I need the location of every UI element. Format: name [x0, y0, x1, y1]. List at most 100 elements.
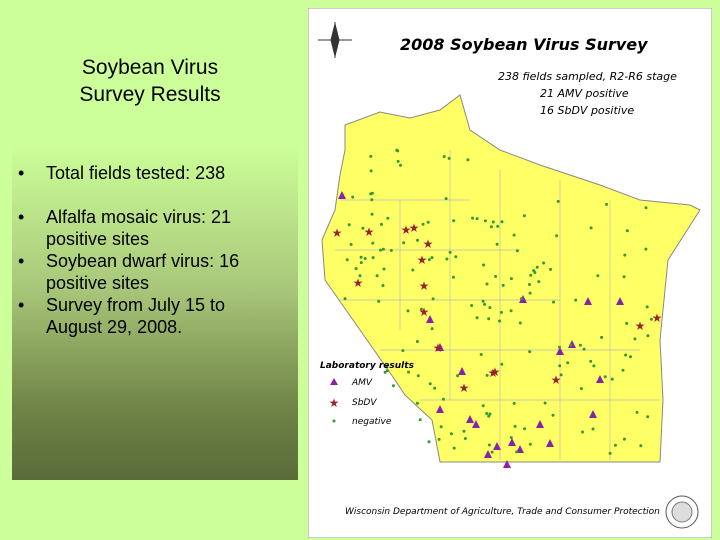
site-marker: ★ [423, 237, 434, 251]
site-marker [512, 233, 516, 237]
site-marker [635, 410, 639, 414]
site-marker [481, 404, 485, 408]
site-marker [456, 374, 460, 378]
site-marker [430, 256, 434, 260]
bullet-list: Total fields tested: 238 Alfalfa mosaic … [14, 162, 284, 338]
site-marker [418, 418, 422, 422]
site-marker [370, 198, 374, 202]
site-marker [470, 304, 474, 307]
site-marker [386, 216, 390, 220]
site-marker [566, 361, 570, 365]
site-marker [509, 277, 513, 281]
site-marker [436, 405, 444, 413]
site-marker [592, 364, 596, 368]
site-marker [463, 437, 467, 440]
site-marker [516, 445, 524, 453]
legend-symbol: ★ [329, 396, 340, 410]
site-marker [518, 321, 522, 325]
site-marker [509, 309, 513, 313]
site-marker [491, 220, 495, 224]
site-marker [498, 319, 501, 323]
site-marker: ★ [409, 221, 420, 235]
site-marker [345, 258, 349, 262]
site-marker [508, 438, 516, 446]
site-marker [519, 295, 527, 303]
site-marker [558, 364, 562, 368]
compass [318, 22, 352, 58]
site-marker [515, 450, 519, 454]
site-marker [426, 315, 434, 323]
site-marker: ★ [488, 366, 499, 380]
site-marker: ★ [353, 276, 364, 290]
site-marker [415, 340, 419, 343]
site-marker [558, 345, 561, 349]
site-marker [488, 412, 492, 416]
title-line: Survey Results [79, 83, 221, 106]
legend-title: Laboratory results [320, 361, 415, 371]
site-marker [646, 334, 650, 338]
site-marker [454, 255, 458, 259]
site-marker [441, 397, 445, 401]
site-marker [556, 347, 564, 355]
site-marker [569, 343, 573, 347]
site-marker [596, 274, 600, 278]
site-marker [439, 425, 443, 429]
site-marker: ★ [652, 311, 663, 325]
site-marker [371, 256, 375, 260]
site-marker [427, 440, 431, 444]
site-marker [546, 439, 554, 447]
site-marker [445, 257, 449, 261]
site-marker [391, 384, 395, 388]
legend-label: negative [352, 417, 392, 427]
site-marker [629, 355, 632, 359]
site-marker [379, 222, 383, 226]
slide-title: Soybean Virus Survey Results [12, 54, 288, 108]
site-marker [363, 257, 367, 260]
site-marker [559, 373, 563, 377]
site-marker [616, 297, 624, 305]
site-marker [610, 377, 614, 381]
site-marker [415, 401, 419, 405]
site-marker [624, 353, 628, 357]
site-marker [513, 424, 517, 428]
site-marker [354, 267, 358, 271]
site-marker [536, 420, 544, 428]
site-marker [483, 219, 487, 223]
site-marker [581, 430, 584, 434]
site-marker [396, 159, 400, 163]
site-marker [396, 149, 400, 153]
bullet: Survey from July 15 to August 29, 2008. [14, 294, 284, 338]
site-marker [471, 216, 474, 220]
site-marker [381, 247, 385, 251]
site-marker [603, 375, 607, 379]
site-marker [349, 243, 353, 246]
site-marker [452, 446, 456, 450]
site-marker [622, 275, 626, 279]
site-marker [483, 302, 487, 306]
bullet: Alfalfa mosaic virus: 21 positive sites [14, 206, 284, 250]
site-marker [509, 436, 513, 440]
site-marker [369, 169, 373, 173]
site-marker [490, 450, 494, 454]
site-marker [494, 275, 498, 278]
site-marker [382, 267, 386, 271]
site-marker [621, 368, 625, 372]
site-marker [605, 202, 608, 206]
site-marker [600, 335, 604, 339]
credit: Wisconsin Department of Agriculture, Tra… [345, 507, 660, 517]
site-marker [402, 241, 406, 245]
site-marker [381, 284, 385, 287]
site-marker [406, 309, 410, 313]
site-marker [512, 401, 516, 405]
site-marker [589, 226, 593, 230]
site-marker [578, 343, 582, 347]
site-marker [528, 442, 532, 446]
title-line: Soybean Virus [81, 56, 219, 79]
site-marker: ★ [459, 381, 470, 395]
site-marker [644, 247, 648, 251]
site-marker [552, 300, 555, 304]
site-marker [542, 261, 546, 265]
site-marker: ★ [419, 279, 430, 293]
site-marker [622, 437, 626, 441]
site-marker: ★ [433, 341, 444, 355]
